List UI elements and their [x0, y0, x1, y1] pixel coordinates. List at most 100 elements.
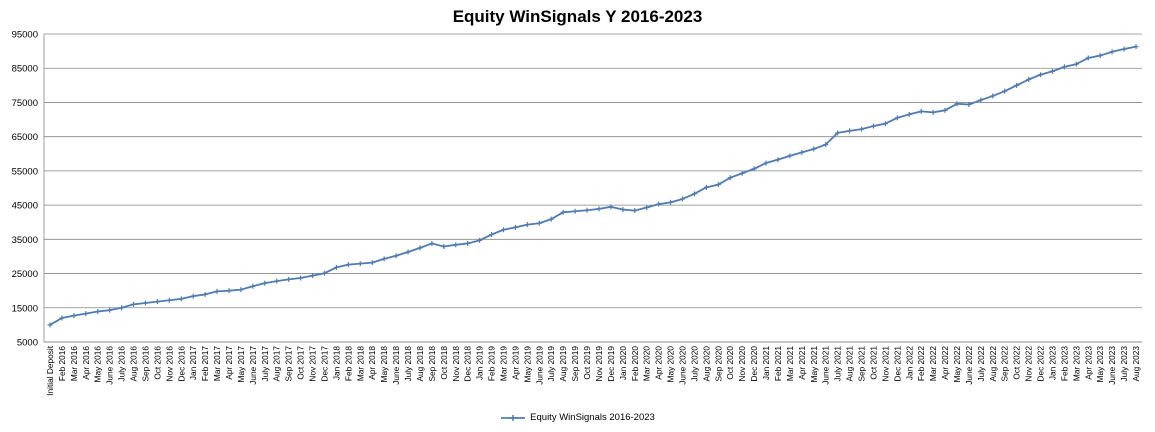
- data-point: [1002, 88, 1008, 94]
- data-point: [154, 299, 160, 305]
- x-tick-label: Dec 2019: [606, 346, 616, 382]
- data-point: [310, 273, 316, 279]
- data-point: [978, 97, 984, 103]
- data-point: [668, 199, 674, 205]
- x-tick-label: May 2020: [666, 346, 676, 383]
- x-tick-label: Jan 2018: [331, 346, 341, 381]
- data-point: [262, 280, 268, 286]
- data-point: [918, 108, 924, 114]
- x-tick-label: Feb 2023: [1059, 346, 1069, 381]
- data-point: [477, 237, 483, 243]
- y-tick-label: 75000: [12, 98, 38, 109]
- x-tick-label: May 2018: [379, 346, 389, 383]
- x-tick-label: May 2021: [809, 346, 819, 383]
- data-point: [644, 205, 650, 211]
- x-tick-label: July 2019: [546, 346, 556, 382]
- data-point: [656, 201, 662, 207]
- data-point: [107, 307, 113, 313]
- x-tick-label: July 2020: [689, 346, 699, 382]
- data-point: [930, 109, 936, 115]
- x-tick-label: Nov 2019: [594, 346, 604, 382]
- data-point: [131, 301, 137, 307]
- x-tick-label: Initial Deposit: [45, 345, 55, 396]
- x-tick-label: Jan 2017: [188, 346, 198, 381]
- data-point: [715, 182, 721, 188]
- x-tick-label: Apr 2017: [224, 346, 234, 380]
- y-tick-label: 95000: [12, 30, 38, 41]
- x-tick-label: Jan 2022: [904, 346, 914, 381]
- x-tick-label: Feb 2021: [773, 346, 783, 381]
- y-tick-label: 5000: [17, 338, 38, 349]
- x-tick-label: Aug 2018: [415, 346, 425, 382]
- x-tick-label: Dec 2021: [892, 346, 902, 382]
- x-tick-label: Dec 2022: [1036, 346, 1046, 382]
- x-tick-label: Nov 2017: [308, 346, 318, 382]
- data-point: [1109, 49, 1115, 55]
- x-tick-label: Apr 2020: [654, 346, 664, 380]
- x-tick-label: Sep 2018: [427, 346, 437, 382]
- y-tick-label: 65000: [12, 132, 38, 143]
- data-point: [620, 207, 626, 213]
- x-tick-label: Mar 2018: [355, 346, 365, 381]
- x-tick-label: Aug 2017: [272, 346, 282, 382]
- legend-label: Equity WinSignals 2016-2023: [530, 412, 655, 423]
- data-point: [1097, 53, 1103, 59]
- x-tick-label: Aug 2020: [701, 346, 711, 382]
- data-point: [835, 130, 841, 136]
- legend-swatch: [501, 414, 526, 421]
- x-tick-label: Jan 2020: [618, 346, 628, 381]
- x-tick-label: Apr 2018: [367, 346, 377, 380]
- data-point: [524, 222, 530, 228]
- x-tick-label: Feb 2016: [57, 346, 67, 381]
- x-tick-label: June 2020: [678, 346, 688, 385]
- x-tick-label: May 2016: [93, 346, 103, 383]
- y-tick-label: 15000: [12, 303, 38, 314]
- x-tick-label: Dec 2018: [463, 346, 473, 382]
- x-tick-label: June 2019: [534, 346, 544, 385]
- x-tick-label: Nov 2021: [880, 346, 890, 382]
- data-point: [906, 111, 912, 117]
- data-point: [1061, 64, 1067, 70]
- x-tick-label: Sep 2019: [570, 346, 580, 382]
- x-tick-label: June 2022: [964, 346, 974, 385]
- x-tick-label: Apr 2023: [1083, 346, 1093, 380]
- data-point: [381, 256, 387, 262]
- data-point: [429, 240, 435, 246]
- data-point: [787, 153, 793, 159]
- x-tick-label: Oct 2018: [439, 346, 449, 380]
- x-tick-label: Oct 2021: [868, 346, 878, 380]
- data-point: [321, 270, 327, 276]
- data-point: [190, 293, 196, 299]
- legend-item: Equity WinSignals 2016-2023: [500, 412, 655, 423]
- x-tick-label: May 2022: [952, 346, 962, 383]
- y-tick-label: 55000: [12, 166, 38, 177]
- x-tick-label: Nov 2016: [164, 346, 174, 382]
- data-point: [1073, 61, 1079, 67]
- x-tick-label: Nov 2020: [737, 346, 747, 382]
- data-point: [823, 142, 829, 148]
- data-point: [739, 170, 745, 176]
- x-tick-label: Sep 2022: [1000, 346, 1010, 382]
- x-tick-label: Dec 2016: [176, 346, 186, 382]
- x-tick-label: July 2022: [976, 346, 986, 382]
- data-point: [214, 288, 220, 294]
- data-point: [238, 287, 244, 293]
- x-tick-label: Jan 2019: [475, 346, 485, 381]
- data-point: [811, 146, 817, 152]
- x-tick-label: Dec 2020: [749, 346, 759, 382]
- data-point: [1121, 46, 1127, 52]
- data-point: [882, 121, 888, 127]
- x-tick-label: June 2023: [1107, 346, 1117, 385]
- data-point: [1038, 72, 1044, 78]
- data-point: [286, 276, 292, 282]
- data-point: [500, 227, 506, 233]
- data-point: [894, 115, 900, 121]
- data-point: [1049, 68, 1055, 74]
- data-point: [691, 191, 697, 197]
- data-point: [847, 128, 853, 134]
- legend: Equity WinSignals 2016-2023: [0, 412, 1155, 425]
- data-point: [572, 208, 578, 214]
- x-tick-label: July 2023: [1119, 346, 1129, 382]
- data-point: [274, 278, 280, 284]
- x-tick-label: Aug 2021: [845, 346, 855, 382]
